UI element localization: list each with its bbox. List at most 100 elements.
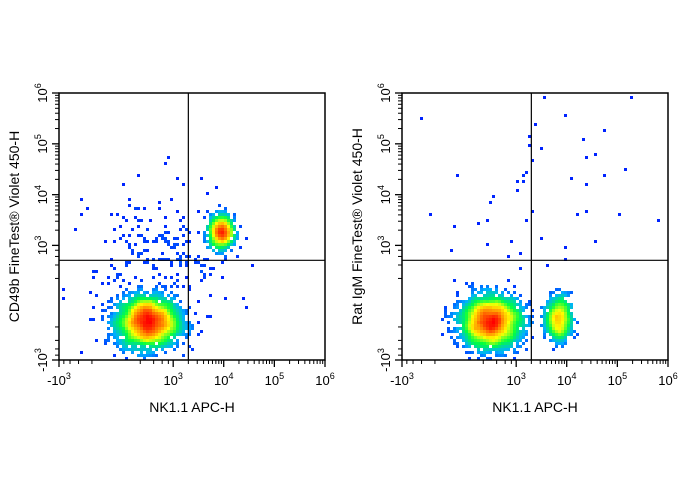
event-point: [528, 321, 531, 324]
event-point: [549, 327, 552, 330]
event-point: [519, 345, 522, 348]
event-point: [164, 225, 167, 228]
event-point: [618, 213, 621, 216]
event-point: [155, 333, 158, 336]
event-point: [152, 258, 155, 261]
event-point: [146, 303, 149, 306]
event-point: [468, 315, 471, 318]
event-point: [468, 309, 471, 312]
event-point: [585, 210, 588, 213]
event-point: [128, 315, 131, 318]
event-point: [564, 318, 567, 321]
event-point: [152, 324, 155, 327]
event-point: [170, 324, 173, 327]
event-point: [131, 228, 134, 231]
event-point: [200, 177, 203, 180]
event-point: [558, 321, 561, 324]
event-point: [504, 297, 507, 300]
x-tick-label: 103: [163, 371, 182, 388]
event-point: [173, 327, 176, 330]
event-point: [507, 333, 510, 336]
event-point: [507, 330, 510, 333]
event-point: [510, 321, 513, 324]
event-point: [465, 345, 468, 348]
event-point: [456, 336, 459, 339]
event-point: [167, 321, 170, 324]
event-point: [468, 357, 471, 360]
event-point: [567, 330, 570, 333]
event-point: [176, 177, 179, 180]
event-point: [522, 342, 525, 345]
event-point: [525, 219, 528, 222]
event-point: [489, 300, 492, 303]
event-point: [474, 294, 477, 297]
event-point: [179, 264, 182, 267]
event-point: [492, 318, 495, 321]
event-point: [510, 318, 513, 321]
event-point: [444, 309, 447, 312]
event-point: [501, 354, 504, 357]
event-point: [567, 306, 570, 309]
y-tick-label: 104: [376, 185, 393, 204]
event-point: [113, 315, 116, 318]
event-point: [552, 297, 555, 300]
event-point: [206, 192, 209, 195]
event-point: [516, 351, 519, 354]
event-point: [170, 297, 173, 300]
event-point: [498, 333, 501, 336]
event-point: [155, 354, 158, 357]
event-point: [230, 231, 233, 234]
event-point: [525, 330, 528, 333]
event-point: [561, 321, 564, 324]
event-point: [164, 330, 167, 333]
event-point: [456, 342, 459, 345]
event-point: [116, 330, 119, 333]
event-point: [233, 234, 236, 237]
event-point: [182, 324, 185, 327]
event-point: [128, 297, 131, 300]
event-point: [558, 297, 561, 300]
event-point: [113, 279, 116, 282]
event-point: [471, 291, 474, 294]
event-point: [131, 339, 134, 342]
event-point: [155, 348, 158, 351]
event-point: [113, 333, 116, 336]
event-point: [161, 318, 164, 321]
event-point: [558, 324, 561, 327]
event-point: [543, 312, 546, 315]
event-point: [95, 270, 98, 273]
event-point: [146, 324, 149, 327]
event-point: [131, 324, 134, 327]
event-point: [149, 324, 152, 327]
event-point: [522, 327, 525, 330]
event-point: [146, 240, 149, 243]
event-point: [498, 318, 501, 321]
event-point: [477, 303, 480, 306]
event-point: [519, 339, 522, 342]
event-point: [170, 333, 173, 336]
event-point: [176, 303, 179, 306]
event-point: [137, 336, 140, 339]
event-point: [161, 315, 164, 318]
event-point: [218, 240, 221, 243]
event-point: [143, 324, 146, 327]
event-point: [164, 303, 167, 306]
y-tick-label: -103: [376, 348, 393, 372]
event-point: [104, 240, 107, 243]
event-point: [462, 318, 465, 321]
event-point: [474, 288, 477, 291]
event-point: [140, 351, 143, 354]
event-point: [149, 303, 152, 306]
event-point: [480, 288, 483, 291]
event-point: [468, 351, 471, 354]
event-point: [188, 324, 191, 327]
event-point: [480, 342, 483, 345]
event-point: [140, 309, 143, 312]
event-point: [486, 315, 489, 318]
event-point: [158, 297, 161, 300]
event-point: [486, 342, 489, 345]
event-point: [450, 330, 453, 333]
event-point: [170, 303, 173, 306]
event-point: [552, 300, 555, 303]
event-point: [110, 318, 113, 321]
